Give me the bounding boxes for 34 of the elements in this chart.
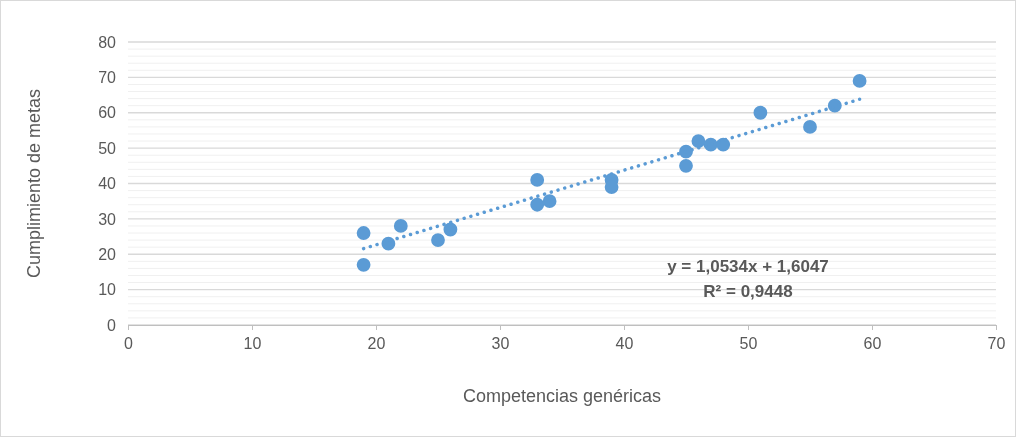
annotation: y = 1,0534x + 1,6047 (667, 257, 829, 276)
x-axis-title: Competencias genéricas (462, 386, 662, 406)
x-tick-label: 10 (243, 335, 262, 353)
x-tick-label: 60 (863, 335, 882, 353)
x-tick-label: 40 (615, 335, 634, 353)
y-tick-label: 0 (107, 316, 117, 334)
point (431, 233, 445, 247)
point (356, 257, 371, 272)
y-axis-title: Cumplimiento de metas (24, 88, 44, 279)
y-tick-label: 50 (98, 139, 117, 157)
y-tick-label: 30 (98, 210, 117, 228)
x-tick-label: 0 (124, 335, 134, 353)
point (530, 173, 545, 187)
point (803, 120, 817, 134)
point (393, 219, 408, 233)
point (753, 105, 768, 120)
point (852, 74, 867, 88)
y-tick-label: 10 (98, 281, 117, 299)
point (356, 226, 371, 240)
y-tick-label: 40 (98, 175, 117, 193)
point (679, 158, 693, 173)
annotation: R² = 0,9448 (703, 282, 793, 301)
x-tick-label: 50 (739, 335, 758, 353)
x-tick-label: 20 (367, 335, 386, 353)
y-tick-label: 20 (98, 245, 117, 263)
point (443, 222, 458, 237)
point (542, 194, 557, 209)
y-tick-label: 70 (98, 69, 117, 86)
x-tick-label: 70 (987, 335, 1006, 353)
point (530, 197, 545, 212)
y-tick-label: 60 (98, 104, 117, 122)
point (691, 134, 706, 148)
y-tick-label: 80 (98, 33, 117, 51)
x-tick-label: 30 (491, 335, 510, 353)
